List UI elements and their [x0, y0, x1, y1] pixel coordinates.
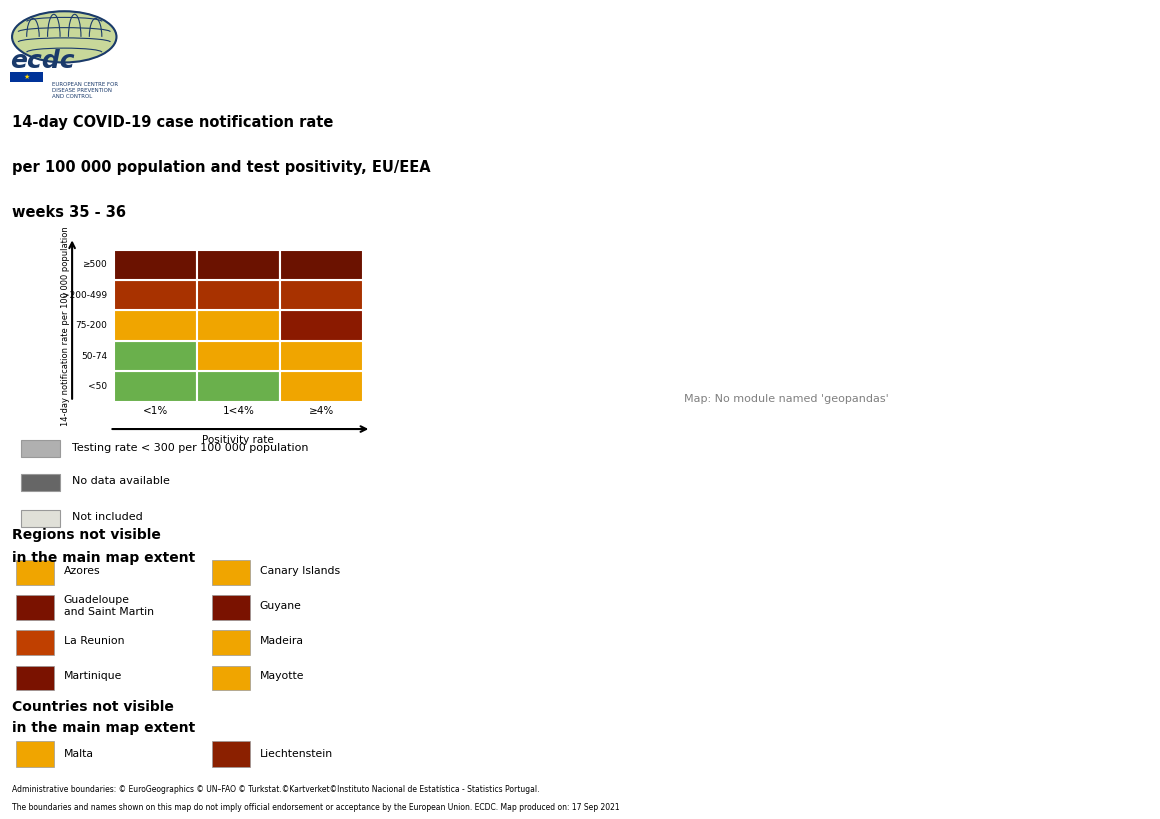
Text: Administrative boundaries: © EuroGeographics © UN–FAO © Turkstat.©Kartverket©Ins: Administrative boundaries: © EuroGeograp…: [12, 785, 539, 794]
Text: ≥4%: ≥4%: [309, 406, 334, 416]
Bar: [280, 371, 363, 401]
Bar: [21, 509, 60, 527]
Bar: [21, 474, 60, 491]
Bar: [15, 740, 53, 767]
Text: per 100 000 population and test positivity, EU/EEA: per 100 000 population and test positivi…: [12, 160, 430, 174]
Bar: [280, 341, 363, 371]
Bar: [114, 341, 197, 371]
Text: Regions not visible: Regions not visible: [12, 528, 160, 542]
Text: Guyane: Guyane: [260, 600, 302, 611]
Bar: [280, 310, 363, 341]
Bar: [211, 560, 249, 585]
Text: Mayotte: Mayotte: [260, 671, 304, 681]
Bar: [211, 595, 249, 620]
Text: <1%: <1%: [143, 406, 168, 416]
Text: Liechtenstein: Liechtenstein: [260, 749, 333, 758]
Bar: [21, 440, 60, 457]
Bar: [280, 250, 363, 280]
Bar: [211, 740, 249, 767]
Text: ★: ★: [23, 74, 30, 79]
Text: The boundaries and names shown on this map do not imply official endorsement or : The boundaries and names shown on this m…: [12, 803, 619, 812]
Bar: [197, 341, 280, 371]
Bar: [197, 280, 280, 310]
Bar: [211, 666, 249, 690]
Text: Canary Islands: Canary Islands: [260, 565, 340, 576]
Text: <50: <50: [88, 382, 107, 391]
Bar: [114, 310, 197, 341]
Text: Map: No module named 'geopandas': Map: No module named 'geopandas': [683, 394, 889, 405]
Text: Guadeloupe
and Saint Martin: Guadeloupe and Saint Martin: [64, 595, 153, 617]
Bar: [15, 631, 53, 655]
Bar: [280, 280, 363, 310]
Bar: [114, 371, 197, 401]
Text: in the main map extent: in the main map extent: [12, 721, 195, 735]
Text: No data available: No data available: [72, 477, 169, 486]
Text: 50-74: 50-74: [81, 351, 107, 360]
Text: Madeira: Madeira: [260, 636, 304, 646]
Bar: [15, 666, 53, 690]
Bar: [197, 250, 280, 280]
Text: 14-day notification rate per 100 000 population: 14-day notification rate per 100 000 pop…: [61, 226, 70, 426]
Text: Malta: Malta: [64, 749, 94, 758]
Bar: [15, 595, 53, 620]
Text: Countries not visible: Countries not visible: [12, 700, 174, 714]
Bar: [114, 250, 197, 280]
Circle shape: [12, 11, 116, 62]
Bar: [197, 310, 280, 341]
Text: Martinique: Martinique: [64, 671, 122, 681]
Text: Not included: Not included: [72, 512, 143, 523]
Text: 1<4%: 1<4%: [223, 406, 254, 416]
Bar: [10, 72, 43, 82]
Text: Azores: Azores: [64, 565, 100, 576]
Text: Positivity rate: Positivity rate: [202, 435, 274, 445]
Bar: [211, 631, 249, 655]
Text: ecdc: ecdc: [10, 48, 74, 73]
Text: ≥500: ≥500: [82, 260, 107, 269]
Text: Testing rate < 300 per 100 000 population: Testing rate < 300 per 100 000 populatio…: [72, 442, 309, 453]
Text: >200-499: >200-499: [61, 291, 107, 300]
Text: EUROPEAN CENTRE FOR
DISEASE PREVENTION
AND CONTROL: EUROPEAN CENTRE FOR DISEASE PREVENTION A…: [52, 82, 118, 99]
Text: 75-200: 75-200: [75, 321, 107, 330]
Bar: [197, 371, 280, 401]
Bar: [114, 280, 197, 310]
Text: weeks 35 - 36: weeks 35 - 36: [12, 205, 125, 220]
Bar: [15, 560, 53, 585]
Text: 14-day COVID-19 case notification rate: 14-day COVID-19 case notification rate: [12, 115, 333, 129]
Text: La Reunion: La Reunion: [64, 636, 124, 646]
Text: in the main map extent: in the main map extent: [12, 551, 195, 565]
